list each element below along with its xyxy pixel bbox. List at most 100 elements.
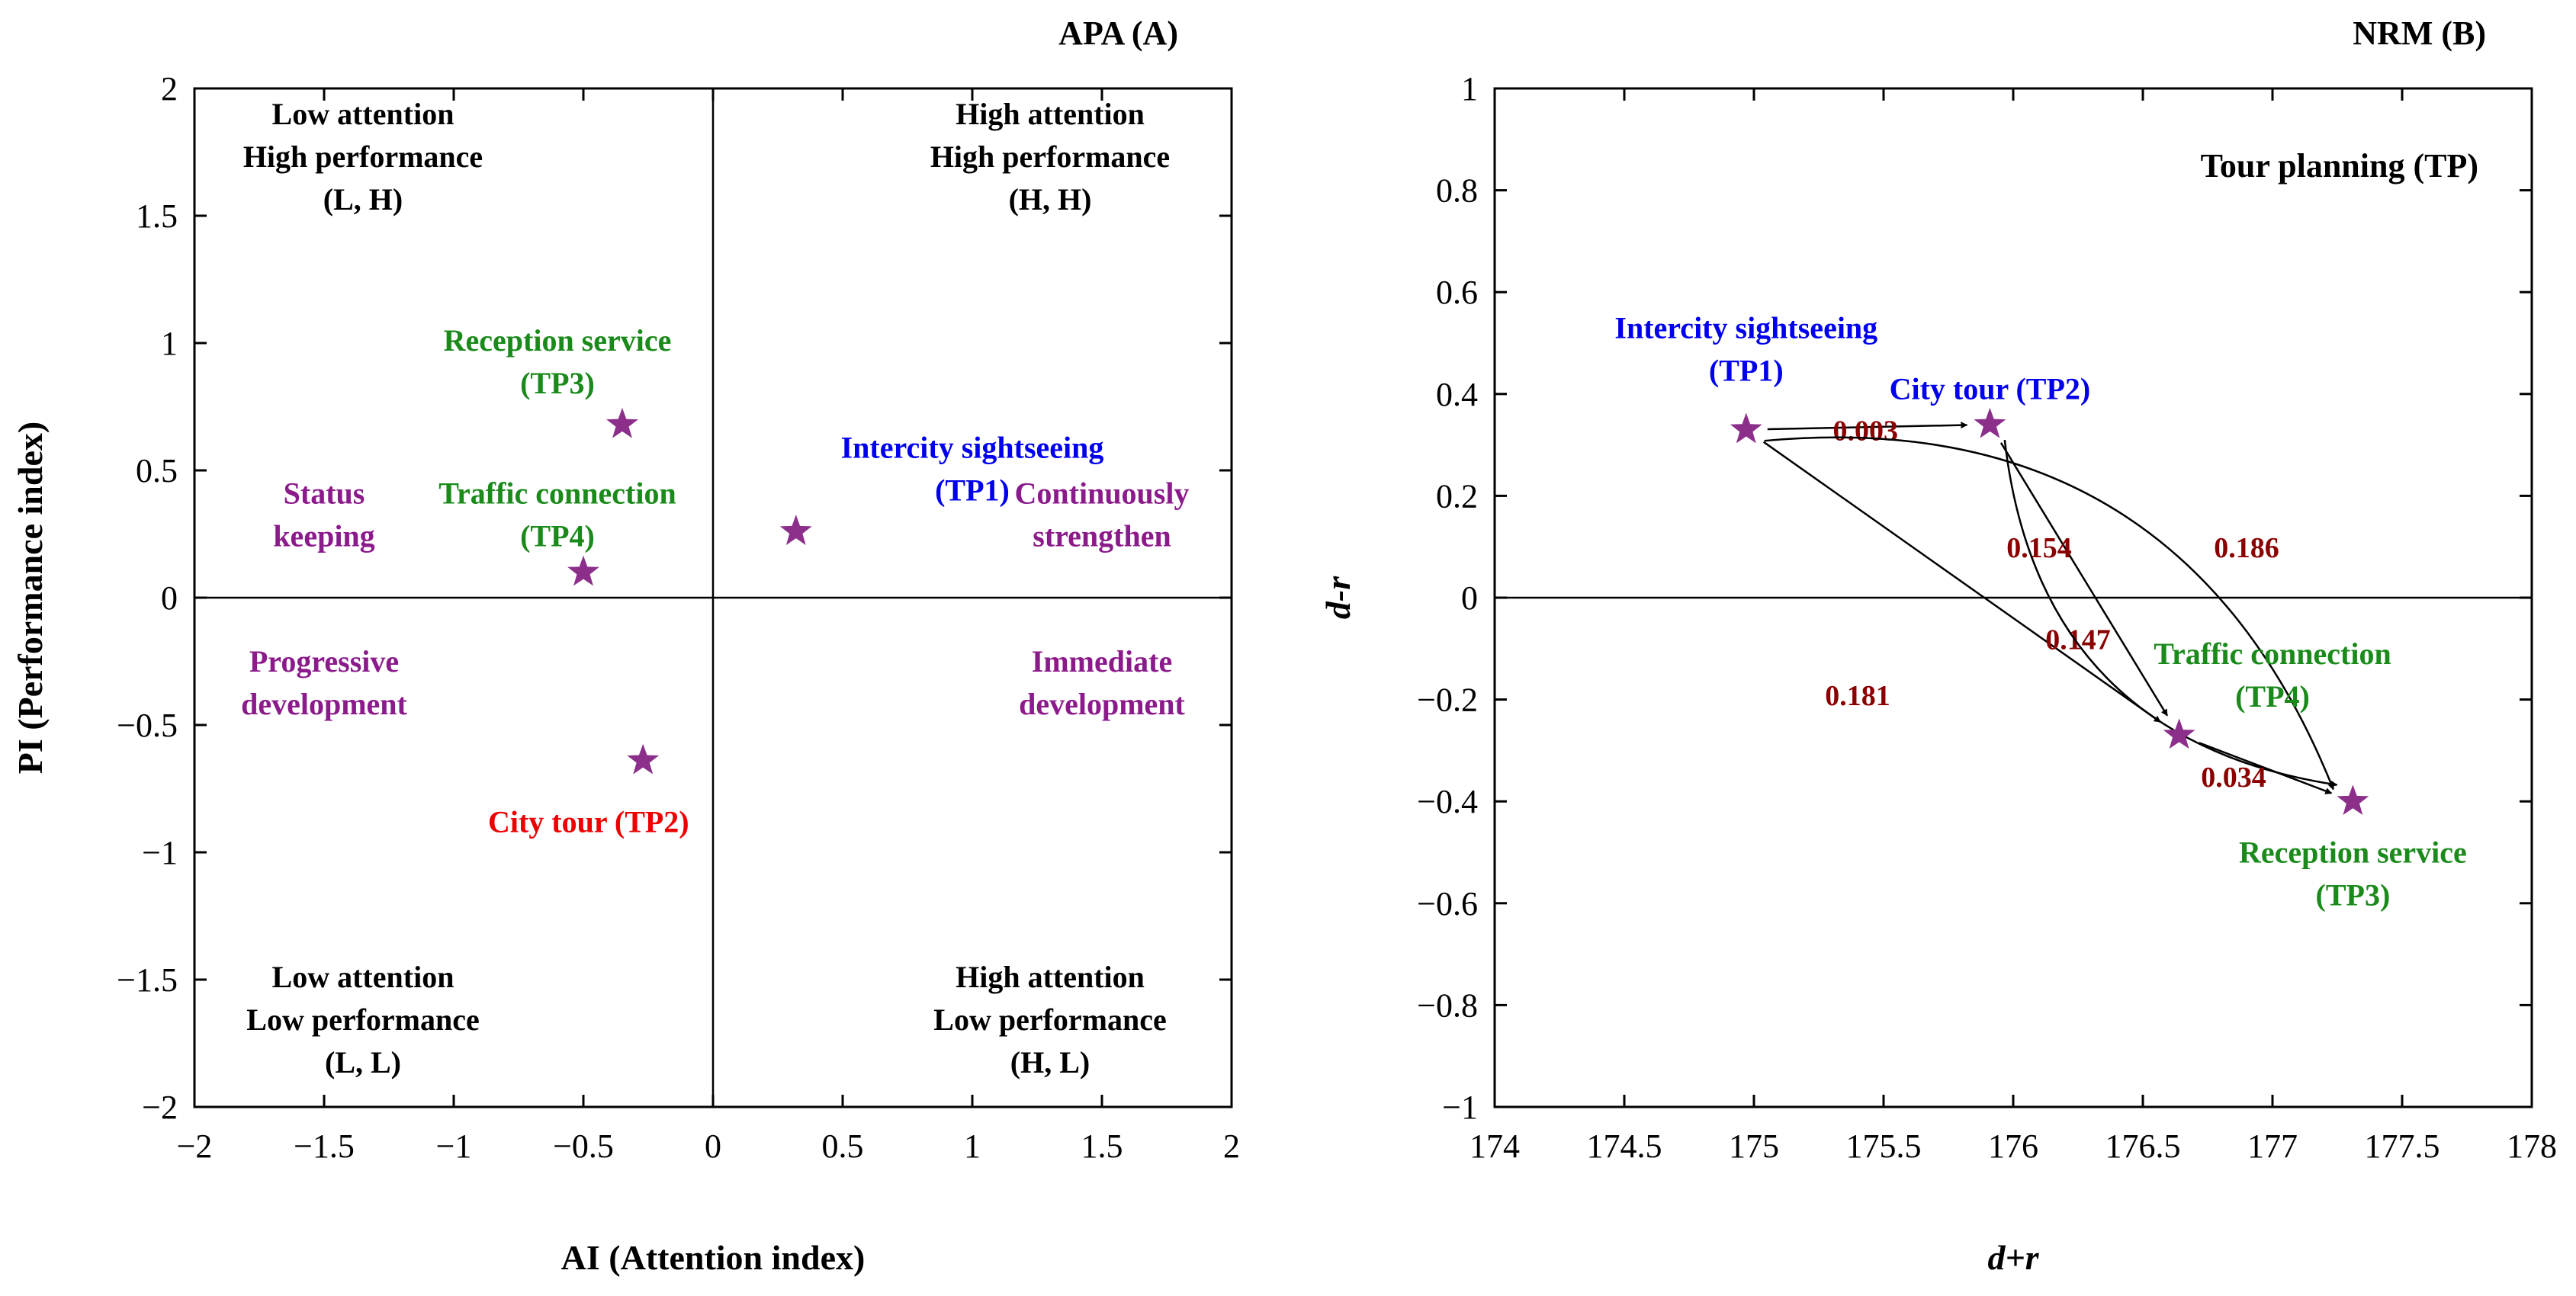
apa-quadrant-label-line: Low performance — [246, 1002, 479, 1037]
apa-x-tick-label: 2 — [1223, 1128, 1240, 1165]
nrm-point-label-tp4-line: (TP4) — [2235, 679, 2310, 714]
nrm-y-tick-label: −0.8 — [1417, 986, 1478, 1024]
apa-quadrant-label-line: Low attention — [272, 97, 454, 131]
nrm-y-tick-label: 1 — [1461, 70, 1478, 107]
apa-strategy-label: Immediate development — [1019, 644, 1185, 721]
nrm-y-tick-label: −1 — [1442, 1089, 1478, 1126]
apa-strategy-label-line: Immediate — [1032, 644, 1172, 678]
apa-strategy-label-line: development — [1019, 687, 1185, 721]
apa-x-tick-label: 1 — [964, 1128, 981, 1165]
nrm-point-tp1 — [1730, 412, 1762, 444]
apa-quadrant-label-line: (L, H) — [323, 182, 403, 217]
apa-quadrant-label-line: (H, H) — [1009, 182, 1092, 217]
apa-point-label-tp1-line: (TP1) — [935, 473, 1010, 507]
apa-y-tick-label: 0.5 — [136, 452, 178, 489]
nrm-y-tick-label: 0.8 — [1436, 172, 1478, 210]
apa-x-tick-label: 0 — [705, 1128, 721, 1165]
apa-point-label-tp1-line: Intercity sightseeing — [841, 430, 1104, 464]
nrm-relation-tp1-tp3 — [1764, 436, 2334, 791]
nrm-relation-weight: 0.186 — [2214, 532, 2279, 564]
apa-quadrant-label-line: Low performance — [933, 1002, 1166, 1037]
nrm-point-label-tp3-line: (TP3) — [2316, 877, 2391, 912]
apa-quadrant-label-line: High performance — [930, 140, 1170, 174]
nrm-ticks: 174 174.5 175 175.5 176 176.5 177 177.5 178 −1 −0.… — [1417, 70, 2557, 1165]
apa-point-tp2 — [627, 743, 660, 775]
apa-point-tp1 — [779, 515, 812, 545]
nrm-point-label-tp2: City tour (TP2) — [1890, 371, 2091, 406]
nrm-point-tp4 — [2163, 718, 2195, 749]
nrm-x-tick-label: 175.5 — [1846, 1128, 1922, 1165]
apa-point-label-tp3-line: (TP3) — [520, 366, 595, 400]
nrm-point-label-tp3-line: Reception service — [2239, 835, 2467, 869]
apa-point-label-tp2: City tour (TP2) — [488, 804, 689, 839]
nrm-relations: 0.003 0.147 0.181 0.154 0.186 0.034 — [1762, 415, 2338, 794]
apa-panel: APA (A) −2 −1.5 −1 −0.5 0 0.5 1 1.5 2 −2 −1.5 −1 −0.… — [11, 14, 1240, 1277]
nrm-x-axis-title: d+r — [1987, 1238, 2039, 1277]
apa-quadrant-label-line: Low attention — [272, 960, 454, 994]
apa-quadrant-label: High attention High performance (H, H) — [930, 97, 1170, 217]
nrm-relation-tp4-tp3 — [2199, 742, 2333, 794]
apa-y-tick-label: −0.5 — [117, 707, 178, 744]
nrm-y-tick-label: −0.2 — [1417, 682, 1478, 719]
apa-point-label-tp3-line: Reception service — [444, 323, 672, 358]
nrm-x-tick-label: 176.5 — [2105, 1128, 2181, 1165]
apa-quadrant-labels: Low attention High performance (L, H) High … — [243, 97, 1170, 1079]
apa-strategy-label-line: Status — [284, 476, 365, 510]
apa-panel-title: APA (A) — [1058, 14, 1178, 52]
apa-x-tick-label: −1 — [436, 1128, 472, 1165]
apa-x-tick-label: 1.5 — [1081, 1128, 1123, 1165]
nrm-subtitle: Tour planning (TP) — [2201, 147, 2478, 184]
nrm-relation-weight: 0.003 — [1832, 415, 1898, 448]
apa-points: Intercity sightseeing (TP1) City tour (TP2… — [438, 323, 1103, 839]
apa-point-label-tp4-line: (TP4) — [520, 518, 595, 553]
apa-strategy-label-line: keeping — [273, 518, 374, 553]
nrm-y-tick-label: 0.2 — [1436, 477, 1478, 515]
nrm-relation-tp2-tp3 — [2003, 439, 2338, 788]
nrm-relation-tp1-tp2 — [1767, 422, 1968, 431]
nrm-panel-title: NRM (B) — [2353, 14, 2486, 52]
nrm-y-axis-title: d-r — [1319, 576, 1357, 619]
apa-quadrant-label: Low attention High performance (L, H) — [243, 97, 483, 217]
apa-y-tick-label: −2 — [142, 1089, 178, 1126]
nrm-y-tick-label: −0.4 — [1417, 783, 1478, 820]
apa-y-tick-label: 0 — [161, 579, 178, 617]
apa-strategy-labels: Status keeping Continuously strengthen Progr… — [241, 476, 1189, 720]
nrm-point-label-tp1: Intercity sightseeing (TP1) — [1614, 310, 1877, 387]
apa-quadrant-lines — [194, 88, 1232, 1107]
apa-y-tick-label: 2 — [161, 70, 178, 107]
apa-y-tick-label: −1.5 — [117, 961, 178, 999]
nrm-relation-weight: 0.034 — [2201, 762, 2266, 794]
apa-quadrant-label-line: High attention — [956, 960, 1145, 994]
nrm-x-tick-label: 174.5 — [1587, 1128, 1662, 1165]
apa-quadrant-label-line: (L, L) — [325, 1045, 401, 1079]
nrm-relation-tp1-tp4 — [1762, 441, 2161, 723]
nrm-point-label-tp4-line: Traffic connection — [2154, 637, 2391, 671]
apa-strategy-label-line: Continuously — [1015, 476, 1190, 510]
nrm-y-tick-label: −0.6 — [1417, 885, 1478, 922]
apa-ticks: −2 −1.5 −1 −0.5 0 0.5 1 1.5 2 −2 −1.5 −1 −0.5 0 0.5 1 1.… — [117, 70, 1240, 1165]
apa-y-tick-label: 1.5 — [136, 197, 178, 235]
apa-point-label-tp4: Traffic connection (TP4) — [438, 476, 676, 553]
apa-point-label-tp4-line: Traffic connection — [438, 476, 676, 510]
nrm-y-tick-label: 0 — [1461, 579, 1478, 617]
apa-x-tick-label: −0.5 — [553, 1128, 614, 1165]
apa-y-tick-label: 1 — [161, 325, 178, 362]
apa-strategy-label-line: Progressive — [249, 644, 399, 678]
apa-strategy-label: Progressive development — [241, 644, 407, 721]
nrm-point-label-tp4: Traffic connection (TP4) — [2154, 637, 2391, 714]
nrm-x-tick-label: 178 — [2507, 1128, 2557, 1165]
apa-strategy-label-line: strengthen — [1033, 518, 1171, 553]
nrm-relation-weight: 0.181 — [1825, 680, 1890, 712]
apa-quadrant-label: Low attention Low performance (L, L) — [246, 960, 479, 1079]
apa-quadrant-label-line: High performance — [243, 140, 483, 174]
apa-quadrant-label: High attention Low performance (H, L) — [933, 960, 1166, 1079]
apa-point-tp4 — [567, 555, 599, 586]
nrm-x-tick-label: 176 — [1988, 1128, 2038, 1165]
nrm-point-label-tp2-line: City tour (TP2) — [1890, 371, 2091, 406]
nrm-point-label-tp3: Reception service (TP3) — [2239, 835, 2467, 912]
apa-point-label-tp1: Intercity sightseeing (TP1) — [841, 430, 1104, 507]
apa-point-tp3 — [606, 407, 638, 438]
apa-x-tick-label: 0.5 — [822, 1128, 864, 1165]
apa-strategy-label-line: development — [241, 687, 407, 721]
